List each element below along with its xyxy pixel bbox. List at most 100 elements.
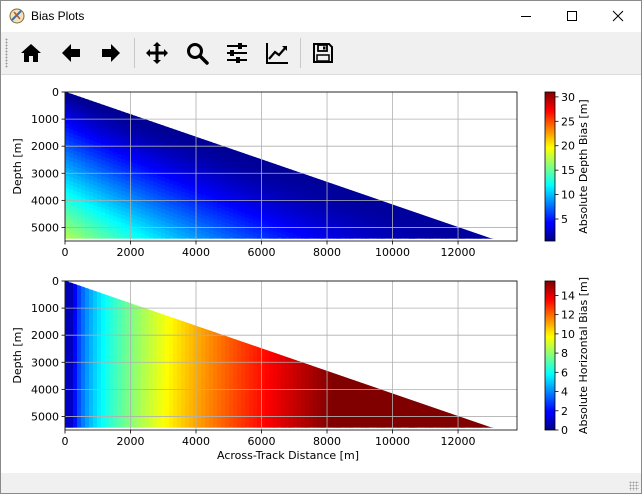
heatmap-cell: [245, 165, 250, 171]
heatmap-cell: [181, 167, 186, 173]
heatmap-cell: [261, 400, 266, 405]
heatmap-cell: [125, 321, 130, 326]
heatmap-cell: [173, 137, 178, 142]
heatmap-cell: [305, 419, 310, 424]
heatmap-cell: [221, 189, 226, 194]
back-button[interactable]: [53, 36, 89, 70]
resize-grip[interactable]: [629, 481, 639, 491]
heatmap-cell: [241, 196, 246, 201]
heatmap-cell: [101, 349, 106, 354]
heatmap-cell: [97, 191, 102, 196]
heatmap-cell: [297, 235, 302, 239]
heatmap-cell: [333, 208, 338, 213]
heatmap-cell: [249, 179, 254, 184]
heatmap-cell: [369, 200, 374, 205]
heatmap-cell: [85, 287, 90, 293]
heatmap-cell: [253, 164, 258, 169]
heatmap-cell: [109, 372, 114, 377]
bias-plots-figure[interactable]: 0 2000 4000 6000 8000 10000 120000100020003000…: [1, 75, 641, 471]
heatmap-cell: [169, 171, 174, 177]
heatmap-cell: [137, 144, 142, 150]
heatmap-cell: [245, 426, 250, 428]
heatmap-cell: [405, 421, 410, 427]
close-button[interactable]: [595, 1, 641, 31]
heatmap-cell: [101, 208, 106, 213]
x-tick-label: 2000: [117, 246, 145, 259]
heatmap-cell: [145, 151, 150, 156]
minimize-button[interactable]: [503, 1, 549, 31]
heatmap-cell: [145, 167, 150, 172]
heatmap-cell: [421, 423, 426, 428]
heatmap-cell: [345, 204, 350, 209]
heatmap-cell: [369, 385, 374, 390]
heatmap-cell: [205, 421, 210, 426]
heatmap-cell: [345, 393, 350, 398]
heatmap-cell: [101, 405, 106, 410]
heatmap-cell: [77, 353, 82, 358]
heatmap-cell: [401, 420, 406, 425]
heatmap-cell: [329, 407, 334, 413]
heatmap-cell: [65, 301, 70, 306]
heatmap-cell: [109, 332, 114, 337]
zoom-button[interactable]: [179, 36, 215, 70]
heatmap-cell: [149, 176, 154, 182]
configure-subplots-button[interactable]: [219, 36, 255, 70]
title-bar: Bias Plots: [1, 1, 641, 31]
heatmap-cell: [253, 188, 258, 193]
heatmap-cell: [121, 320, 126, 325]
heatmap-cell: [345, 425, 350, 428]
heatmap-cell: [145, 328, 150, 333]
figure-canvas[interactable]: 0 2000 4000 6000 8000 10000 12000 0 1000 2000 3000…: [1, 75, 641, 471]
heatmap-cell: [201, 407, 206, 413]
colorbar-tick-label: 5: [561, 213, 568, 226]
heatmap-cell: [97, 123, 102, 128]
heatmap-cell: [113, 321, 118, 326]
heatmap-cell: [117, 362, 122, 368]
heatmap-cell: [213, 423, 218, 428]
heatmap-cell: [129, 363, 134, 368]
heatmap-cell: [201, 146, 206, 152]
heatmap-cell: [185, 374, 190, 379]
heatmap-cell: [353, 415, 358, 421]
heatmap-cell: [337, 378, 342, 383]
heatmap-cell: [141, 379, 146, 384]
heatmap-cell: [117, 233, 122, 239]
toolbar-grip[interactable]: [5, 38, 8, 68]
heatmap-cell: [213, 371, 218, 377]
pan-button[interactable]: [139, 36, 175, 70]
heatmap-cell: [337, 197, 342, 202]
heatmap-cell: [261, 412, 266, 417]
heatmap-cell: [137, 224, 142, 230]
heatmap-cell: [433, 222, 438, 227]
home-button[interactable]: [13, 36, 49, 70]
heatmap-cell: [65, 196, 70, 201]
heatmap-cell: [113, 232, 118, 237]
edit-axis-button[interactable]: [259, 36, 295, 70]
heatmap-cell: [117, 177, 122, 183]
heatmap-cell: [93, 362, 98, 367]
heatmap-cell: [81, 237, 86, 239]
heatmap-cell: [109, 175, 114, 180]
heatmap-cell: [137, 192, 142, 198]
heatmap-cell: [121, 175, 126, 180]
heatmap-cell: [293, 399, 298, 404]
heatmap-cell: [213, 399, 218, 405]
heatmap-cell: [213, 383, 218, 389]
heatmap-cell: [145, 380, 150, 385]
heatmap-cell: [65, 224, 70, 229]
heatmap-cell: [145, 223, 150, 228]
heatmap-cell: [109, 139, 114, 144]
heatmap-cell: [73, 218, 78, 224]
heatmap-cell: [305, 391, 310, 396]
heatmap-cell: [377, 207, 382, 212]
forward-button[interactable]: [93, 36, 129, 70]
heatmap-cell: [181, 368, 186, 374]
heatmap-cell: [109, 380, 114, 385]
heatmap-cell: [197, 145, 202, 150]
heatmap-cell: [249, 408, 254, 413]
heatmap-cell: [201, 351, 206, 357]
heatmap-cell: [153, 407, 158, 412]
maximize-button[interactable]: [549, 1, 595, 31]
heatmap-cell: [285, 187, 290, 192]
save-button[interactable]: [305, 36, 341, 70]
